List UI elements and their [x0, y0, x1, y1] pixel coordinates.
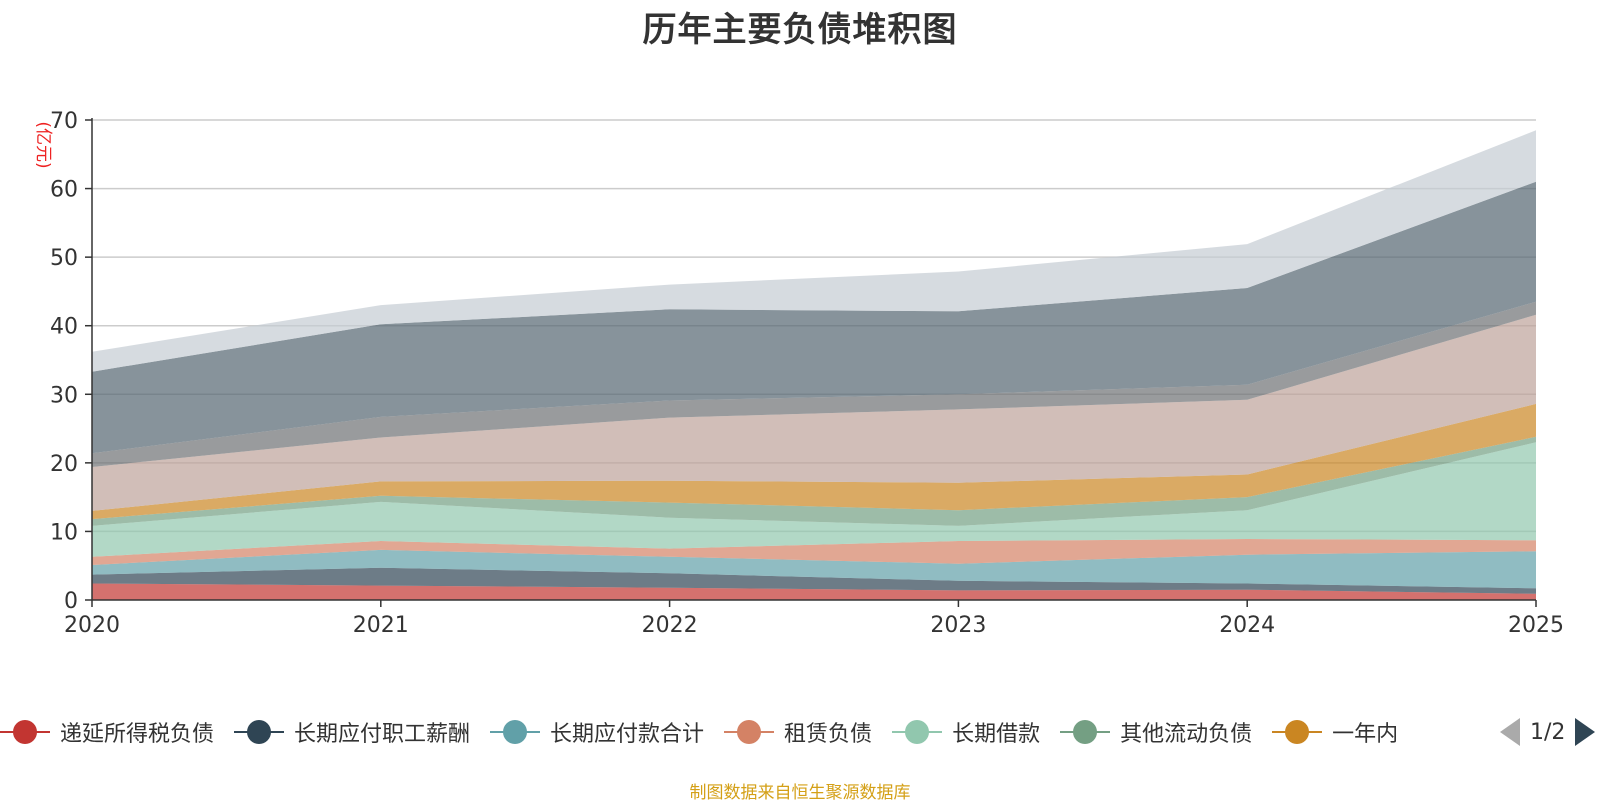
- legend-swatch-icon: [1060, 720, 1111, 744]
- legend-label: 一年内: [1332, 722, 1399, 747]
- area-series: [92, 301, 1536, 467]
- x-tick-label: 2021: [353, 613, 409, 638]
- area-series: [92, 567, 1536, 594]
- pager-next-icon[interactable]: [1575, 718, 1596, 746]
- legend-label: 长期应付职工薪酬: [294, 722, 471, 747]
- legend-swatch-icon: [234, 720, 285, 744]
- y-tick-label: 20: [50, 452, 78, 477]
- x-tick-label: 2023: [930, 613, 986, 638]
- pager-prev-icon[interactable]: [1500, 718, 1520, 746]
- y-tick-label: 50: [50, 246, 78, 271]
- legend-label: 长期借款: [952, 722, 1041, 747]
- area-series: [92, 436, 1536, 526]
- area-series: [92, 314, 1536, 511]
- x-tick-label: 2025: [1508, 613, 1564, 638]
- legend-pager: 1/2: [1500, 712, 1596, 752]
- stacked-area-chart: 0 10 20 30 40 50 60 70 2020 2021 2022 2023 2024 2025 (…: [33, 109, 1564, 638]
- y-tick-label: 10: [50, 520, 78, 545]
- y-tick-label: 30: [50, 383, 78, 408]
- y-tick-label: 70: [50, 109, 78, 134]
- area-series: [92, 403, 1536, 520]
- legend-item[interactable]: 递延所得税负债: [0, 716, 214, 748]
- legend-item[interactable]: 长期应付职工薪酬: [234, 716, 470, 748]
- legend-swatch-icon: [724, 720, 775, 744]
- legend-item[interactable]: 一年内: [1272, 716, 1398, 748]
- area-series: [92, 442, 1536, 557]
- x-tick-label: 2024: [1219, 613, 1275, 638]
- x-tick-label: 2022: [642, 613, 698, 638]
- area-series: [92, 549, 1536, 589]
- legend-swatch-icon: [0, 720, 50, 744]
- legend-swatch-icon: [490, 720, 541, 744]
- legend-label: 其他流动负债: [1120, 722, 1253, 747]
- legend-label: 长期应付款合计: [550, 722, 705, 747]
- legend-item[interactable]: 长期应付款合计: [490, 716, 704, 748]
- legend: 递延所得税负债 长期应付职工薪酬 长期应付款合计 租赁负债 长期借款 其他流动负债 一年内: [0, 712, 1418, 752]
- y-tick-label: 40: [50, 315, 78, 340]
- legend-item[interactable]: 租赁负债: [724, 716, 872, 748]
- area-series: [92, 539, 1536, 565]
- legend-swatch-icon: [1272, 720, 1323, 744]
- legend-item[interactable]: 长期借款: [892, 716, 1040, 748]
- legend-item[interactable]: 其他流动负债: [1060, 716, 1252, 748]
- y-tick-label: 0: [64, 589, 78, 614]
- y-tick-label: 60: [50, 178, 78, 203]
- legend-swatch-icon: [892, 720, 943, 744]
- source-note: 制图数据来自恒生聚源数据库: [689, 783, 911, 803]
- y-axis-unit-label: (亿元): [33, 121, 53, 168]
- x-tick-label: 2020: [64, 613, 120, 638]
- pager-text: 1/2: [1530, 719, 1566, 745]
- area-series: [92, 130, 1536, 372]
- legend-label: 递延所得税负债: [60, 722, 215, 747]
- area-series: [92, 583, 1536, 600]
- area-series: [92, 181, 1536, 454]
- chart-title: 历年主要负债堆积图: [642, 10, 958, 50]
- legend-label: 租赁负债: [784, 722, 873, 747]
